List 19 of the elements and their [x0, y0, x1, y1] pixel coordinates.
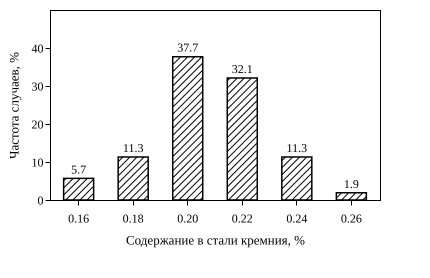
data-label: 32.1 — [232, 62, 253, 76]
data-label: 11.3 — [286, 141, 308, 156]
y-tick-label: 40 — [32, 42, 44, 56]
data-label: 1.9 — [344, 176, 359, 191]
x-tick-label: 0.18 — [122, 212, 144, 226]
x-tick-label: 0.26 — [340, 212, 362, 226]
data-label: 5.7 — [71, 162, 86, 176]
x-tick-label: 0.16 — [68, 212, 90, 226]
y-tick-label: 20 — [32, 118, 44, 132]
y-tick-label: 30 — [32, 80, 44, 94]
x-axis-title: Содержание в стали кремния, % — [126, 232, 306, 248]
y-axis-title: Частота случаев, % — [6, 52, 22, 159]
data-label: 37.7 — [177, 40, 198, 55]
x-tick-label: 0.20 — [177, 212, 198, 226]
data-label: 11.3 — [122, 141, 144, 156]
y-tick-label: 10 — [32, 156, 44, 170]
y-tick-label: 0 — [38, 194, 44, 208]
x-tick-label: 0.24 — [286, 212, 308, 226]
x-tick-label: 0.22 — [232, 212, 253, 226]
